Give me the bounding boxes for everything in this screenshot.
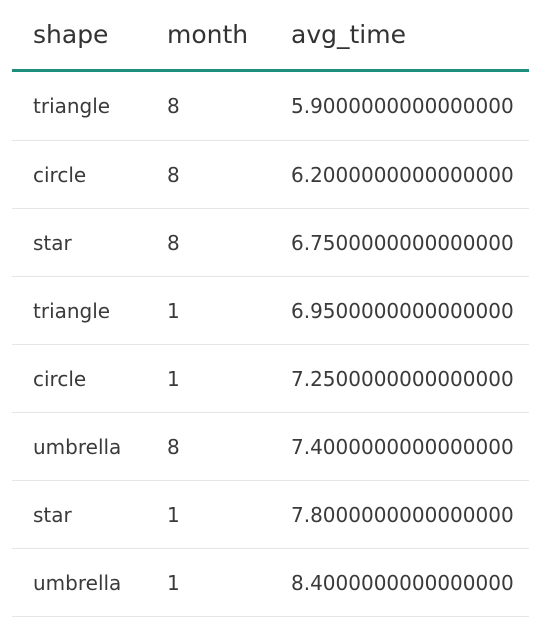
results-table: shape month avg_time triangle 8 5.900000… — [12, 0, 529, 617]
table-row: star 8 6.7500000000000000 — [12, 208, 529, 277]
table-row: triangle 8 5.9000000000000000 — [12, 70, 529, 141]
cell-month: 8 — [146, 70, 270, 141]
cell-avg-time: 6.2000000000000000 — [270, 140, 529, 209]
cell-shape: star — [12, 480, 146, 549]
header-row: shape month avg_time — [12, 0, 529, 72]
cell-month: 8 — [146, 208, 270, 277]
cell-month: 1 — [146, 344, 270, 413]
cell-shape: triangle — [12, 276, 146, 345]
table-body: triangle 8 5.9000000000000000 circle 8 6… — [12, 70, 529, 617]
table-row: circle 8 6.2000000000000000 — [12, 140, 529, 209]
cell-shape: circle — [12, 344, 146, 413]
table-row: star 1 7.8000000000000000 — [12, 480, 529, 549]
table-row: umbrella 1 8.4000000000000000 — [12, 548, 529, 617]
column-header-shape[interactable]: shape — [12, 0, 146, 72]
cell-avg-time: 6.9500000000000000 — [270, 276, 529, 345]
column-header-avg-time[interactable]: avg_time — [270, 0, 529, 72]
cell-shape: star — [12, 208, 146, 277]
table-row: circle 1 7.2500000000000000 — [12, 344, 529, 413]
cell-month: 8 — [146, 140, 270, 209]
cell-avg-time: 7.2500000000000000 — [270, 344, 529, 413]
cell-shape: circle — [12, 140, 146, 209]
cell-avg-time: 5.9000000000000000 — [270, 70, 529, 141]
table-header: shape month avg_time — [12, 0, 529, 72]
cell-shape: umbrella — [12, 548, 146, 617]
cell-shape: umbrella — [12, 412, 146, 481]
cell-month: 8 — [146, 412, 270, 481]
table-row: umbrella 8 7.4000000000000000 — [12, 412, 529, 481]
cell-month: 1 — [146, 276, 270, 345]
cell-shape: triangle — [12, 70, 146, 141]
cell-avg-time: 7.8000000000000000 — [270, 480, 529, 549]
cell-avg-time: 7.4000000000000000 — [270, 412, 529, 481]
cell-month: 1 — [146, 548, 270, 617]
cell-avg-time: 8.4000000000000000 — [270, 548, 529, 617]
results-table-container: shape month avg_time triangle 8 5.900000… — [12, 0, 529, 617]
table-row: triangle 1 6.9500000000000000 — [12, 276, 529, 345]
cell-month: 1 — [146, 480, 270, 549]
column-header-month[interactable]: month — [146, 0, 270, 72]
cell-avg-time: 6.7500000000000000 — [270, 208, 529, 277]
